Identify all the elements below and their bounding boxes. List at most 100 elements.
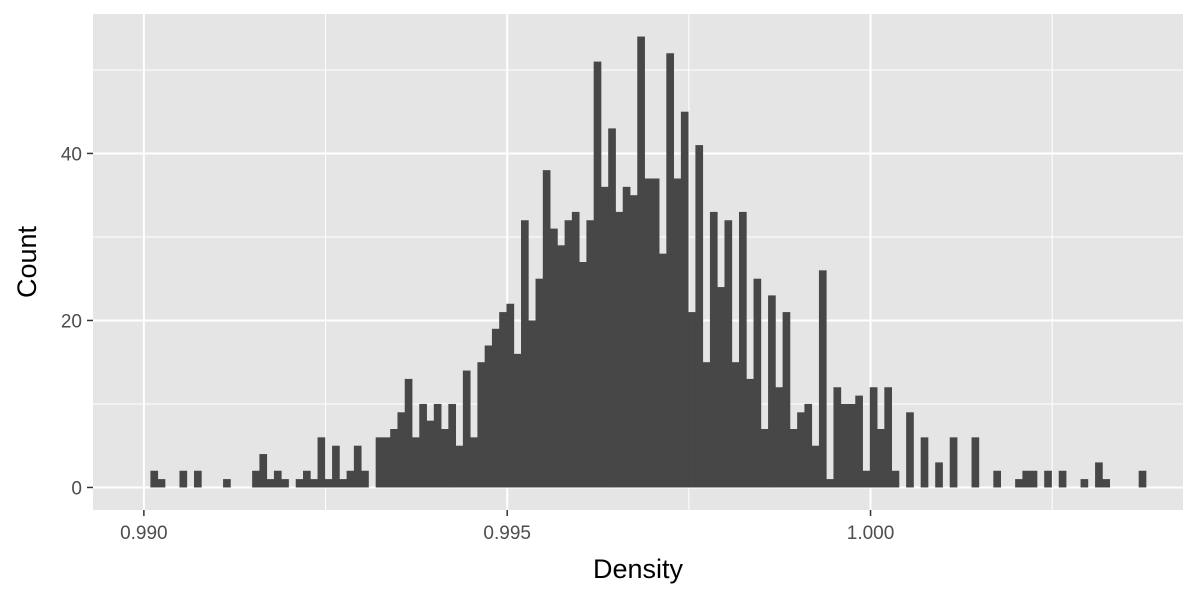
histogram-bar [1138, 470, 1147, 488]
histogram-bar [615, 211, 624, 488]
histogram-bar [295, 479, 304, 488]
histogram-bar [811, 445, 820, 488]
histogram-bar [266, 479, 275, 488]
y-axis-title: Count [12, 225, 42, 298]
histogram-bar [818, 270, 827, 488]
histogram-bar [259, 454, 268, 488]
histogram-bar [521, 220, 529, 488]
histogram-bar [310, 479, 318, 488]
histogram-bar [470, 437, 478, 488]
histogram-bar [397, 412, 406, 488]
histogram-bar [680, 111, 689, 488]
histogram-bar [513, 353, 522, 488]
histogram-bar [666, 53, 675, 488]
histogram-bar [564, 220, 573, 488]
x-tick-label: 1.000 [847, 523, 895, 544]
histogram-bar [499, 312, 507, 488]
histogram-bar [593, 61, 602, 488]
y-axis-ticks: 0 20 40 [61, 144, 93, 499]
histogram-bar [455, 445, 464, 488]
histogram-bar [775, 387, 784, 488]
histogram-bar [273, 470, 282, 488]
histogram-bar [157, 479, 166, 488]
y-tick-label: 20 [61, 311, 82, 332]
histogram-bar [949, 437, 958, 488]
histogram-bar [542, 170, 551, 488]
x-axis-ticks: 0.990 0.995 1.000 [120, 510, 894, 544]
histogram-bar [361, 470, 369, 488]
histogram-bar [673, 178, 682, 488]
histogram-bar [971, 437, 980, 488]
histogram-bar [194, 470, 202, 488]
histogram-bar [630, 195, 638, 488]
histogram-bar [826, 479, 834, 488]
histogram-bar [448, 403, 457, 488]
histogram-bar [760, 429, 769, 488]
histogram-bar [920, 437, 929, 488]
histogram-bar [252, 470, 260, 488]
histogram-bar [462, 370, 471, 488]
histogram-bar [688, 312, 696, 488]
histogram-bar [491, 328, 500, 488]
histogram-bar [223, 479, 231, 488]
histogram-bar [855, 395, 863, 488]
histogram-bar [833, 387, 842, 488]
histogram-bar [1102, 479, 1111, 488]
histogram-bar [753, 278, 762, 488]
histogram-bar [419, 403, 427, 488]
histogram-bar [804, 403, 813, 488]
histogram-bar [600, 186, 609, 488]
histogram-bar [709, 211, 718, 488]
histogram-bar [768, 295, 776, 488]
x-tick-label: 0.995 [483, 523, 531, 544]
histogram-bar [477, 362, 486, 488]
histogram-bar [731, 362, 740, 488]
histogram-bar [339, 479, 348, 488]
histogram-bar [571, 211, 580, 488]
histogram-bar [644, 178, 653, 488]
histogram-bar [317, 437, 326, 488]
histogram-bar [412, 437, 420, 488]
y-tick-label: 0 [71, 478, 82, 499]
histogram-bar [695, 145, 704, 488]
histogram-bar [433, 403, 442, 488]
histogram-bar [884, 387, 893, 488]
histogram-bar [1015, 479, 1023, 488]
histogram-bar [993, 470, 1002, 488]
histogram-bar [332, 445, 340, 488]
histogram-bar [622, 186, 631, 488]
histogram-bar [608, 128, 616, 488]
histogram-bar [651, 178, 660, 488]
histogram-bar [324, 479, 333, 488]
histogram-bar [390, 429, 398, 488]
histogram-bar [179, 470, 188, 488]
histogram-bar [506, 303, 515, 488]
histogram-bars [150, 36, 1147, 488]
histogram-bar [150, 470, 159, 488]
histogram-bar [724, 220, 733, 488]
histogram-bar [579, 262, 587, 488]
x-axis-title: Density [593, 554, 684, 584]
histogram-bar [281, 479, 289, 488]
histogram-bar [840, 403, 849, 488]
histogram-bar [877, 429, 885, 488]
histogram-bar [586, 220, 595, 488]
histogram-bar [550, 228, 558, 488]
histogram-bar [862, 470, 871, 488]
histogram-bar [346, 470, 355, 488]
histogram-bar [782, 312, 791, 488]
histogram-bar [702, 362, 711, 488]
histogram-bar [535, 278, 544, 488]
histogram-bar [1029, 470, 1038, 488]
histogram-bar [441, 429, 449, 488]
histogram-bar [404, 378, 413, 488]
histogram-bar [848, 403, 856, 488]
histogram-bar [746, 378, 754, 488]
histogram-bar [1095, 462, 1103, 488]
histogram-bar [869, 387, 878, 488]
histogram-bar [303, 470, 311, 488]
histogram-bar [1058, 470, 1067, 488]
histogram-bar [1044, 470, 1052, 488]
histogram-bar [789, 429, 798, 488]
